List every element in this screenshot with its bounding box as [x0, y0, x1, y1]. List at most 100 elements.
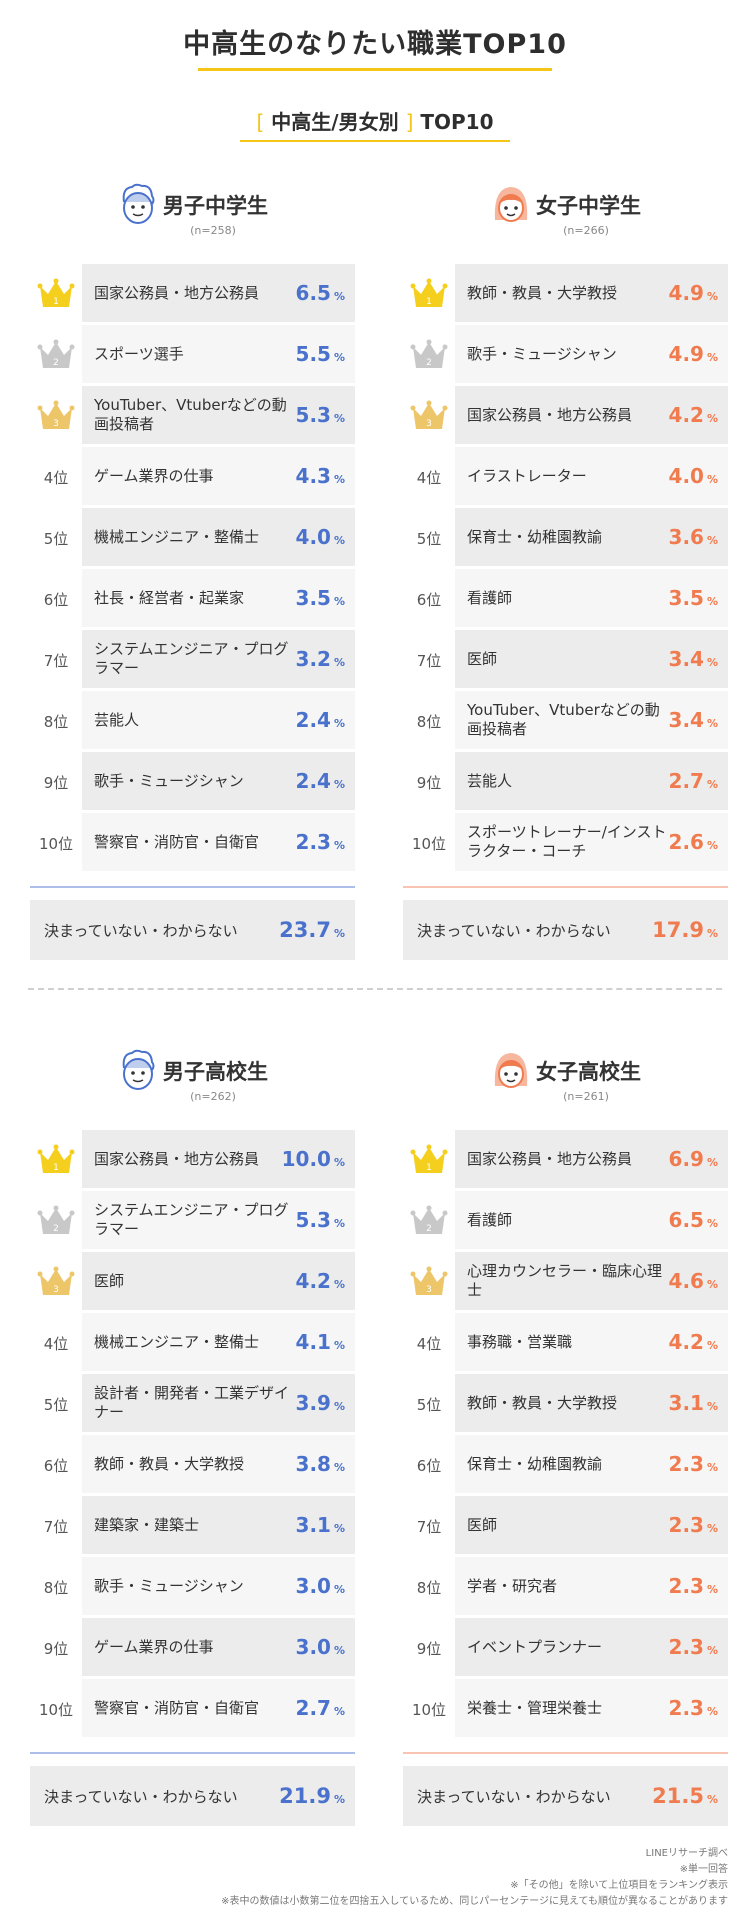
undecided-row: 決まっていない・わからない 21.9% [30, 1766, 355, 1826]
value-number: 2.6 [668, 830, 704, 854]
value-number: 2.3 [668, 1696, 704, 1720]
row-cell: 教師・教員・大学教授 3.8% [82, 1435, 355, 1493]
table-row: 4位 イラストレーター 4.0% [403, 447, 728, 507]
undecided-divider [30, 1752, 355, 1754]
row-cell: 事務職・営業職 4.2% [455, 1313, 728, 1371]
row-cell: システムエンジニア・プログラマー 3.2% [82, 630, 355, 688]
percent-sign: % [706, 926, 718, 940]
percent-value: 10.0% [282, 1130, 345, 1188]
rank-cell: 6位 [403, 569, 455, 629]
bronze-crown-icon: 3 [37, 400, 75, 432]
table-row: 4位 事務職・営業職 4.2% [403, 1313, 728, 1373]
table-row: 10位 警察官・消防官・自衛官 2.3% [30, 813, 355, 873]
rank-cell: 9位 [30, 1618, 82, 1678]
svg-text:2: 2 [53, 358, 59, 368]
percent-sign: % [706, 289, 718, 303]
value-number: 4.0 [668, 464, 704, 488]
panel-header: 女子高校生 (n=261) [403, 1048, 728, 1128]
page-title: 中高生のなりたい職業TOP10 [183, 29, 567, 60]
percent-value: 3.5% [296, 569, 345, 627]
rank-cell: 8位 [30, 691, 82, 751]
row-cell: 栄養士・管理栄養士 2.3% [455, 1679, 728, 1737]
panel-title: 女子中学生 [536, 194, 641, 218]
row-cell: 医師 2.3% [455, 1496, 728, 1554]
percent-sign: % [706, 1216, 718, 1230]
rank-label: 7位 [416, 1517, 442, 1536]
percent-value: 4.3% [296, 447, 345, 505]
percent-value: 4.1% [296, 1313, 345, 1371]
value-number: 21.9 [279, 1784, 331, 1808]
rank-label: 7位 [416, 651, 442, 670]
table-row: 2 歌手・ミュージシャン 4.9% [403, 325, 728, 385]
table-row: 3 YouTuber、Vtuberなどの動画投稿者 5.3% [30, 386, 355, 446]
gold-crown-icon: 1 [37, 278, 75, 310]
rank-label: 7位 [43, 651, 69, 670]
row-cell: 国家公務員・地方公務員 4.2% [455, 386, 728, 444]
rank-label: 6位 [416, 1456, 442, 1475]
percent-value: 2.3% [669, 1557, 718, 1615]
svg-text:3: 3 [426, 419, 432, 429]
value-number: 4.2 [668, 1330, 704, 1354]
percent-value: 3.4% [669, 630, 718, 688]
occupation-label: 国家公務員・地方公務員 [467, 405, 633, 424]
occupation-label: 機械エンジニア・整備士 [94, 527, 260, 546]
row-cell: 歌手・ミュージシャン 3.0% [82, 1557, 355, 1615]
bronze-crown-icon: 3 [410, 1266, 448, 1298]
rank-cell: 10位 [403, 813, 455, 873]
rank-label: 4位 [43, 468, 69, 487]
table-row: 6位 看護師 3.5% [403, 569, 728, 629]
row-cell: 建築家・建築士 3.1% [82, 1496, 355, 1554]
row-cell: 医師 4.2% [82, 1252, 355, 1310]
occupation-label: ゲーム業界の仕事 [94, 466, 214, 485]
rank-label: 10位 [411, 1700, 447, 1719]
table-row: 3 心理カウンセラー・臨床心理士 4.6% [403, 1252, 728, 1312]
row-cell: 学者・研究者 2.3% [455, 1557, 728, 1615]
value-number: 2.3 [668, 1452, 704, 1476]
percent-sign: % [706, 594, 718, 608]
footnotes: LINEリサーチ調べ ※単一回答 ※「その他」を除いて上位項目をランキング表示 … [221, 1846, 728, 1910]
girl-face-icon [491, 182, 531, 230]
percent-value: 2.3% [296, 813, 345, 871]
table-row: 4位 機械エンジニア・整備士 4.1% [30, 1313, 355, 1373]
ranking-panel-girls: 女子高校生 (n=261) 1 国家公務員・地方公務員 6.9% 2 看護師 6.5% 3 心理カ… [403, 1048, 728, 1830]
percent-value: 5.5% [296, 325, 345, 383]
occupation-label: 歌手・ミュージシャン [94, 771, 244, 790]
percent-value: 3.0% [296, 1618, 345, 1676]
rank-label: 9位 [416, 1639, 442, 1658]
undecided-row: 決まっていない・わからない 17.9% [403, 900, 728, 960]
rank-cell: 1 [403, 1130, 455, 1190]
percent-value: 3.5% [669, 569, 718, 627]
undecided-label: 決まっていない・わからない [417, 921, 611, 940]
table-row: 7位 医師 2.3% [403, 1496, 728, 1556]
table-row: 5位 保育士・幼稚園教諭 3.6% [403, 508, 728, 568]
silver-crown-icon: 2 [37, 339, 75, 371]
percent-sign: % [706, 838, 718, 852]
occupation-label: 医師 [467, 1515, 498, 1534]
percent-value: 3.1% [669, 1374, 718, 1432]
percent-value: 3.2% [296, 630, 345, 688]
rank-cell: 3 [403, 386, 455, 446]
percent-value: 4.9% [669, 264, 718, 322]
table-row: 9位 芸能人 2.7% [403, 752, 728, 812]
percent-value: 2.3% [669, 1435, 718, 1493]
table-row: 8位 芸能人 2.4% [30, 691, 355, 751]
value-number: 4.1 [295, 1330, 331, 1354]
close-bracket: ] [405, 110, 414, 134]
percent-value: 4.2% [669, 1313, 718, 1371]
value-number: 5.3 [295, 403, 331, 427]
table-row: 10位 スポーツトレーナー/インストラクター・コーチ 2.6% [403, 813, 728, 873]
rank-cell: 5位 [30, 1374, 82, 1434]
percent-value: 3.1% [296, 1496, 345, 1554]
rank-cell: 6位 [30, 1435, 82, 1495]
rank-label: 6位 [43, 1456, 69, 1475]
percent-sign: % [333, 411, 345, 425]
value-number: 3.2 [295, 647, 331, 671]
table-row: 5位 教師・教員・大学教授 3.1% [403, 1374, 728, 1434]
percent-value: 3.0% [296, 1557, 345, 1615]
table-row: 6位 保育士・幼稚園教諭 2.3% [403, 1435, 728, 1495]
rank-cell: 8位 [403, 1557, 455, 1617]
rank-cell: 2 [403, 325, 455, 385]
percent-sign: % [706, 1338, 718, 1352]
row-cell: 警察官・消防官・自衛官 2.7% [82, 1679, 355, 1737]
value-number: 2.3 [295, 830, 331, 854]
